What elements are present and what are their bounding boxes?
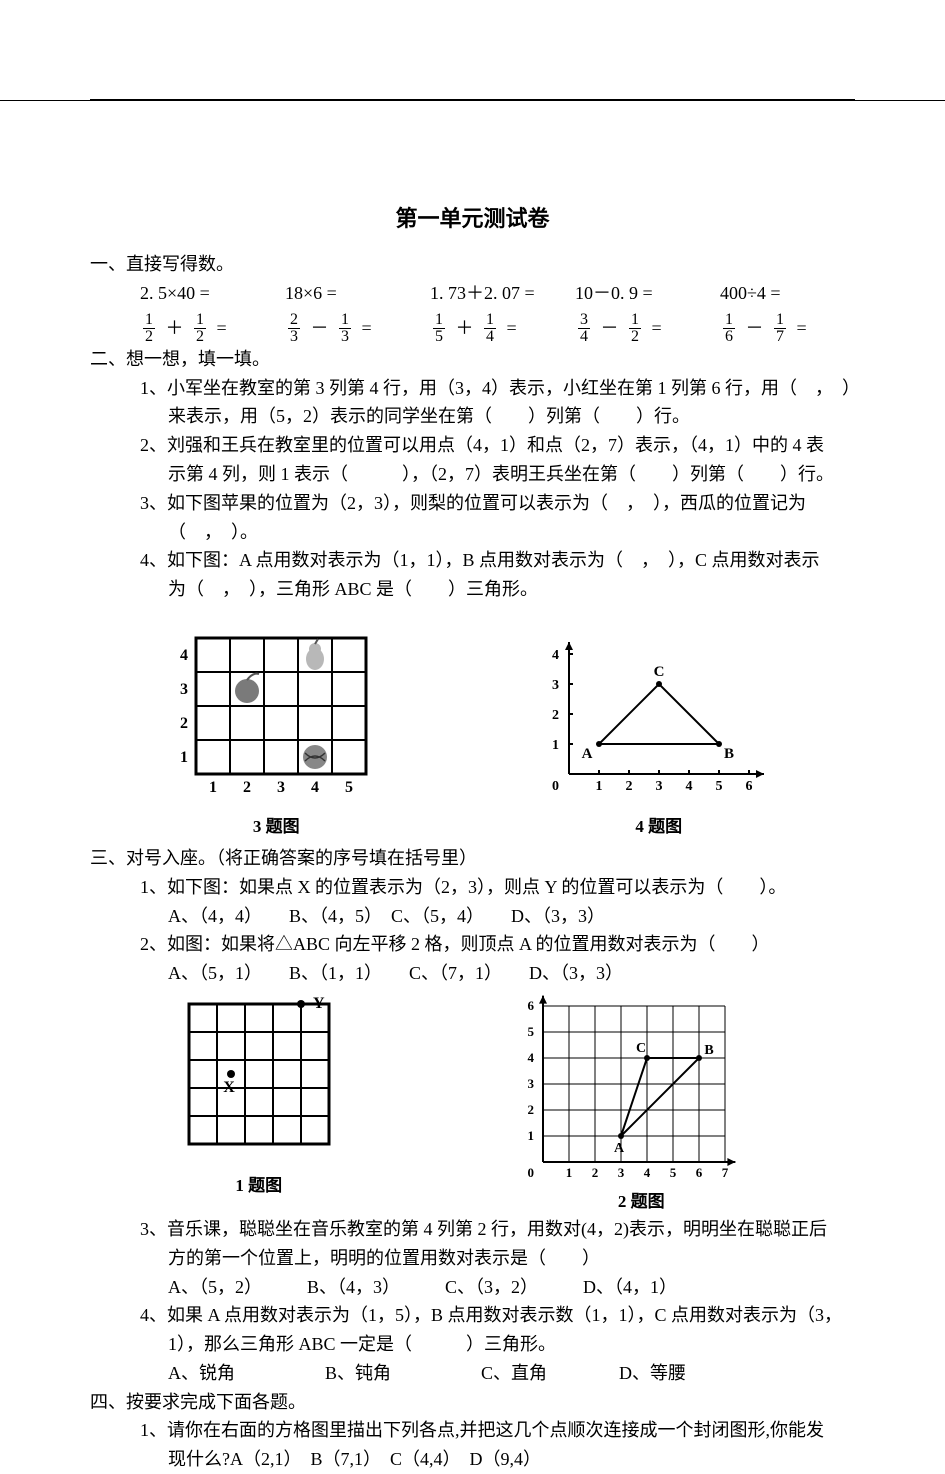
- s4q1a: 1、请你在右面的方格图里描出下列各点,并把这几个点顺次连接成一个封闭图形,你能发: [118, 1416, 855, 1445]
- svg-text:B: B: [724, 746, 734, 762]
- s1r1c1: 2. 5×40 =: [140, 279, 275, 308]
- svg-text:4: 4: [552, 648, 559, 663]
- s2q1a: 1、小军坐在教室的第 3 列第 4 行，用（3，4）表示，小红坐在第 1 列第 …: [118, 374, 855, 403]
- svg-text:C: C: [636, 1041, 646, 1056]
- svg-text:0: 0: [552, 779, 559, 794]
- svg-text:A: A: [581, 746, 592, 762]
- s3q2opts: A、（5，1） B、（1，1） C、（7，1） D、（3，3）: [90, 959, 855, 988]
- svg-text:1: 1: [552, 738, 559, 753]
- chart-s3-2: 1 2 3 4 5 6 7 1 2 3 4 5 6 0 A B C: [511, 994, 771, 1179]
- svg-text:7: 7: [722, 1165, 729, 1179]
- s4q1b: 现什么?A（2,1） B（7,1） C（4,4） D（9,4）: [90, 1445, 855, 1474]
- svg-text:X: X: [223, 1079, 235, 1096]
- svg-text:1: 1: [209, 779, 217, 796]
- s1r2c1: 12 ＋ 12 =: [140, 312, 275, 345]
- section-1-heading: 一、直接写得数。: [90, 250, 855, 279]
- s3q4b: 1），那么三角形 ABC 一定是（ ）三角形。: [90, 1330, 855, 1359]
- chart-4-triangle: 1 2 3 4 5 6 1 2 3 4 0 A B C: [539, 614, 779, 804]
- svg-text:C: C: [653, 664, 664, 680]
- s1r2c4: 34 － 12 =: [575, 312, 710, 345]
- sec1-row2: 12 ＋ 12 = 23 － 13 = 15 ＋ 14 = 34 － 12 = …: [90, 312, 855, 345]
- s2q2a: 2、刘强和王兵在教室里的位置可以用点（4，1）和点（2，7）表示，（4，1）中的…: [118, 431, 855, 460]
- page-title: 第一单元测试卷: [90, 201, 855, 236]
- s1r1c4: 10－0. 9 =: [575, 279, 710, 308]
- s2q2b: 示第 4 列，则 1 表示（ ），（2，7）表明王兵坐在第（ ）列第（ ）行。: [90, 460, 855, 489]
- svg-text:4: 4: [311, 779, 319, 796]
- svg-text:A: A: [614, 1141, 625, 1156]
- svg-text:2: 2: [243, 779, 251, 796]
- svg-text:3: 3: [277, 779, 285, 796]
- svg-text:Y: Y: [313, 995, 325, 1012]
- svg-text:4: 4: [528, 1050, 535, 1065]
- svg-text:3: 3: [655, 779, 662, 794]
- svg-text:3: 3: [552, 678, 559, 693]
- sec1-row1: 2. 5×40 = 18×6 = 1. 73＋2. 07 = 10－0. 9 =…: [90, 279, 855, 308]
- svg-text:1: 1: [595, 779, 602, 794]
- svg-text:6: 6: [528, 998, 535, 1013]
- svg-text:B: B: [705, 1043, 714, 1058]
- s3q2: 2、如图：如果将△ABC 向左平移 2 格，则顶点 A 的位置用数对表示为（ ）: [118, 930, 855, 959]
- s2q1b: 来表示，用（5，2）表示的同学坐在第（ ）列第（ ）行。: [90, 402, 855, 431]
- svg-text:2: 2: [180, 715, 188, 732]
- s1r2c2: 23 － 13 =: [285, 312, 420, 345]
- s3q1: 1、如下图：如果点 X 的位置表示为（2，3），则点 Y 的位置可以表示为（ ）…: [118, 873, 855, 902]
- s1r2c3: 15 ＋ 14 =: [430, 312, 565, 345]
- svg-text:1: 1: [528, 1128, 535, 1143]
- chart-s3-2-caption: 2 题图: [511, 1188, 771, 1215]
- svg-text:6: 6: [696, 1165, 703, 1179]
- s1r2c5: 16 － 17 =: [720, 312, 855, 345]
- svg-text:5: 5: [345, 779, 353, 796]
- svg-text:2: 2: [625, 779, 632, 794]
- s1r1c2: 18×6 =: [285, 279, 420, 308]
- s1r1c3: 1. 73＋2. 07 =: [430, 279, 565, 308]
- chart-s3-1-caption: 1 题图: [174, 1172, 344, 1199]
- s2q3b: （ ， ）。: [90, 518, 855, 547]
- svg-text:2: 2: [552, 708, 559, 723]
- svg-text:3: 3: [180, 681, 188, 698]
- svg-text:3: 3: [528, 1076, 535, 1091]
- s1r1c5: 400÷4 =: [720, 279, 855, 308]
- svg-text:2: 2: [592, 1165, 599, 1179]
- s3q3b: 方的第一个位置上，明明的位置用数对表示是（ ）: [90, 1244, 855, 1273]
- s2q3a: 3、如下图苹果的位置为（2，3），则梨的位置可以表示为（ ， ），西瓜的位置记为: [118, 489, 855, 518]
- section-2-heading: 二、想一想，填一填。: [90, 345, 855, 374]
- svg-text:5: 5: [528, 1024, 535, 1039]
- svg-text:5: 5: [715, 779, 722, 794]
- chart-4-caption: 4 题图: [539, 813, 779, 840]
- section-4-heading: 四、按要求完成下面各题。: [90, 1388, 855, 1417]
- s2q4a: 4、如下图：A 点用数对表示为（1，1），B 点用数对表示为（ ， ），C 点用…: [118, 546, 855, 575]
- svg-text:1: 1: [180, 749, 188, 766]
- s2q4b: 为（ ， ），三角形 ABC 是（ ）三角形。: [90, 575, 855, 604]
- s3q4opts: A、锐角 B、钝角 C、直角 D、等腰: [90, 1359, 855, 1388]
- chart-3-fruit-grid: 1 2 3 4 5 1 2 3 4: [166, 614, 386, 804]
- s3q1opts: A、（4，4） B、（4，5） C、（5，4） D、（3，3）: [90, 902, 855, 931]
- svg-text:4: 4: [685, 779, 692, 794]
- svg-text:5: 5: [670, 1165, 677, 1179]
- svg-text:4: 4: [180, 647, 188, 664]
- svg-text:6: 6: [745, 779, 752, 794]
- chart-3-caption: 3 题图: [166, 813, 386, 840]
- s3q4a: 4、如果 A 点用数对表示为（1，5），B 点用数对表示数（1，1），C 点用数…: [118, 1301, 855, 1330]
- s3q3a: 3、音乐课，聪聪坐在音乐教室的第 4 列第 2 行，用数对(4，2)表示，明明坐…: [118, 1215, 855, 1244]
- section-3-heading: 三、对号入座。（将正确答案的序号填在括号里）: [90, 844, 855, 873]
- svg-text:1: 1: [566, 1165, 573, 1179]
- svg-text:4: 4: [644, 1165, 651, 1179]
- svg-text:3: 3: [618, 1165, 625, 1179]
- svg-text:2: 2: [528, 1102, 535, 1117]
- chart-s3-1: XY: [174, 994, 344, 1159]
- svg-text:0: 0: [528, 1165, 535, 1179]
- s3q3opts: A、（5，2） B、（4，3） C、（3，2） D、（4，1）: [90, 1273, 855, 1302]
